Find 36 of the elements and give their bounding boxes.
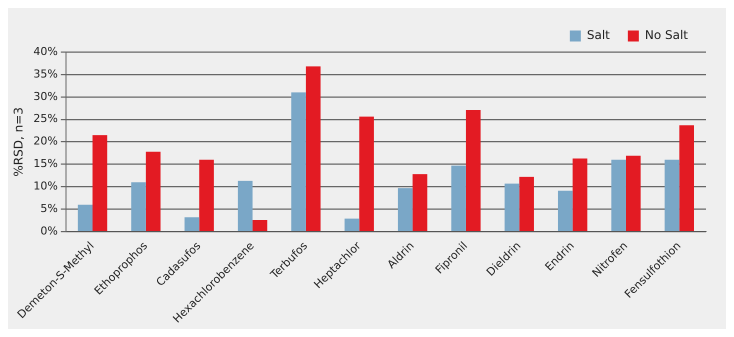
bar	[146, 152, 161, 232]
y-tick-label: 0%	[40, 224, 58, 238]
bar	[664, 160, 680, 232]
y-tick-label: 20%	[33, 134, 58, 148]
bar	[291, 92, 306, 232]
bar	[626, 156, 641, 232]
bar	[131, 182, 146, 232]
y-tick-label: 30%	[33, 90, 58, 103]
bar	[679, 125, 694, 232]
bar	[398, 188, 413, 232]
y-tick-label: 35%	[33, 67, 58, 80]
bar	[572, 158, 588, 232]
bar	[504, 184, 520, 232]
legend-label: Salt	[586, 28, 610, 42]
bar	[199, 160, 214, 232]
y-tick-label: 15%	[33, 157, 58, 170]
bar	[611, 160, 626, 232]
bar	[451, 166, 466, 232]
y-tick-label: 40%	[33, 44, 58, 58]
legend-label: No Salt	[644, 28, 688, 42]
y-axis-title: %RSD, n=3	[11, 107, 26, 177]
y-tick-label: 5%	[40, 202, 58, 216]
bar	[558, 190, 573, 232]
bar	[306, 66, 321, 232]
bar	[519, 176, 534, 232]
bar	[78, 204, 93, 232]
bar	[92, 135, 108, 232]
y-tick-label: 25%	[33, 112, 58, 126]
bar	[238, 180, 253, 232]
bar	[252, 220, 268, 232]
bar	[344, 218, 360, 232]
bar	[466, 110, 481, 232]
y-tick-label: 10%	[33, 180, 58, 193]
bar	[412, 174, 428, 232]
bar	[184, 217, 200, 232]
bar	[359, 116, 374, 232]
